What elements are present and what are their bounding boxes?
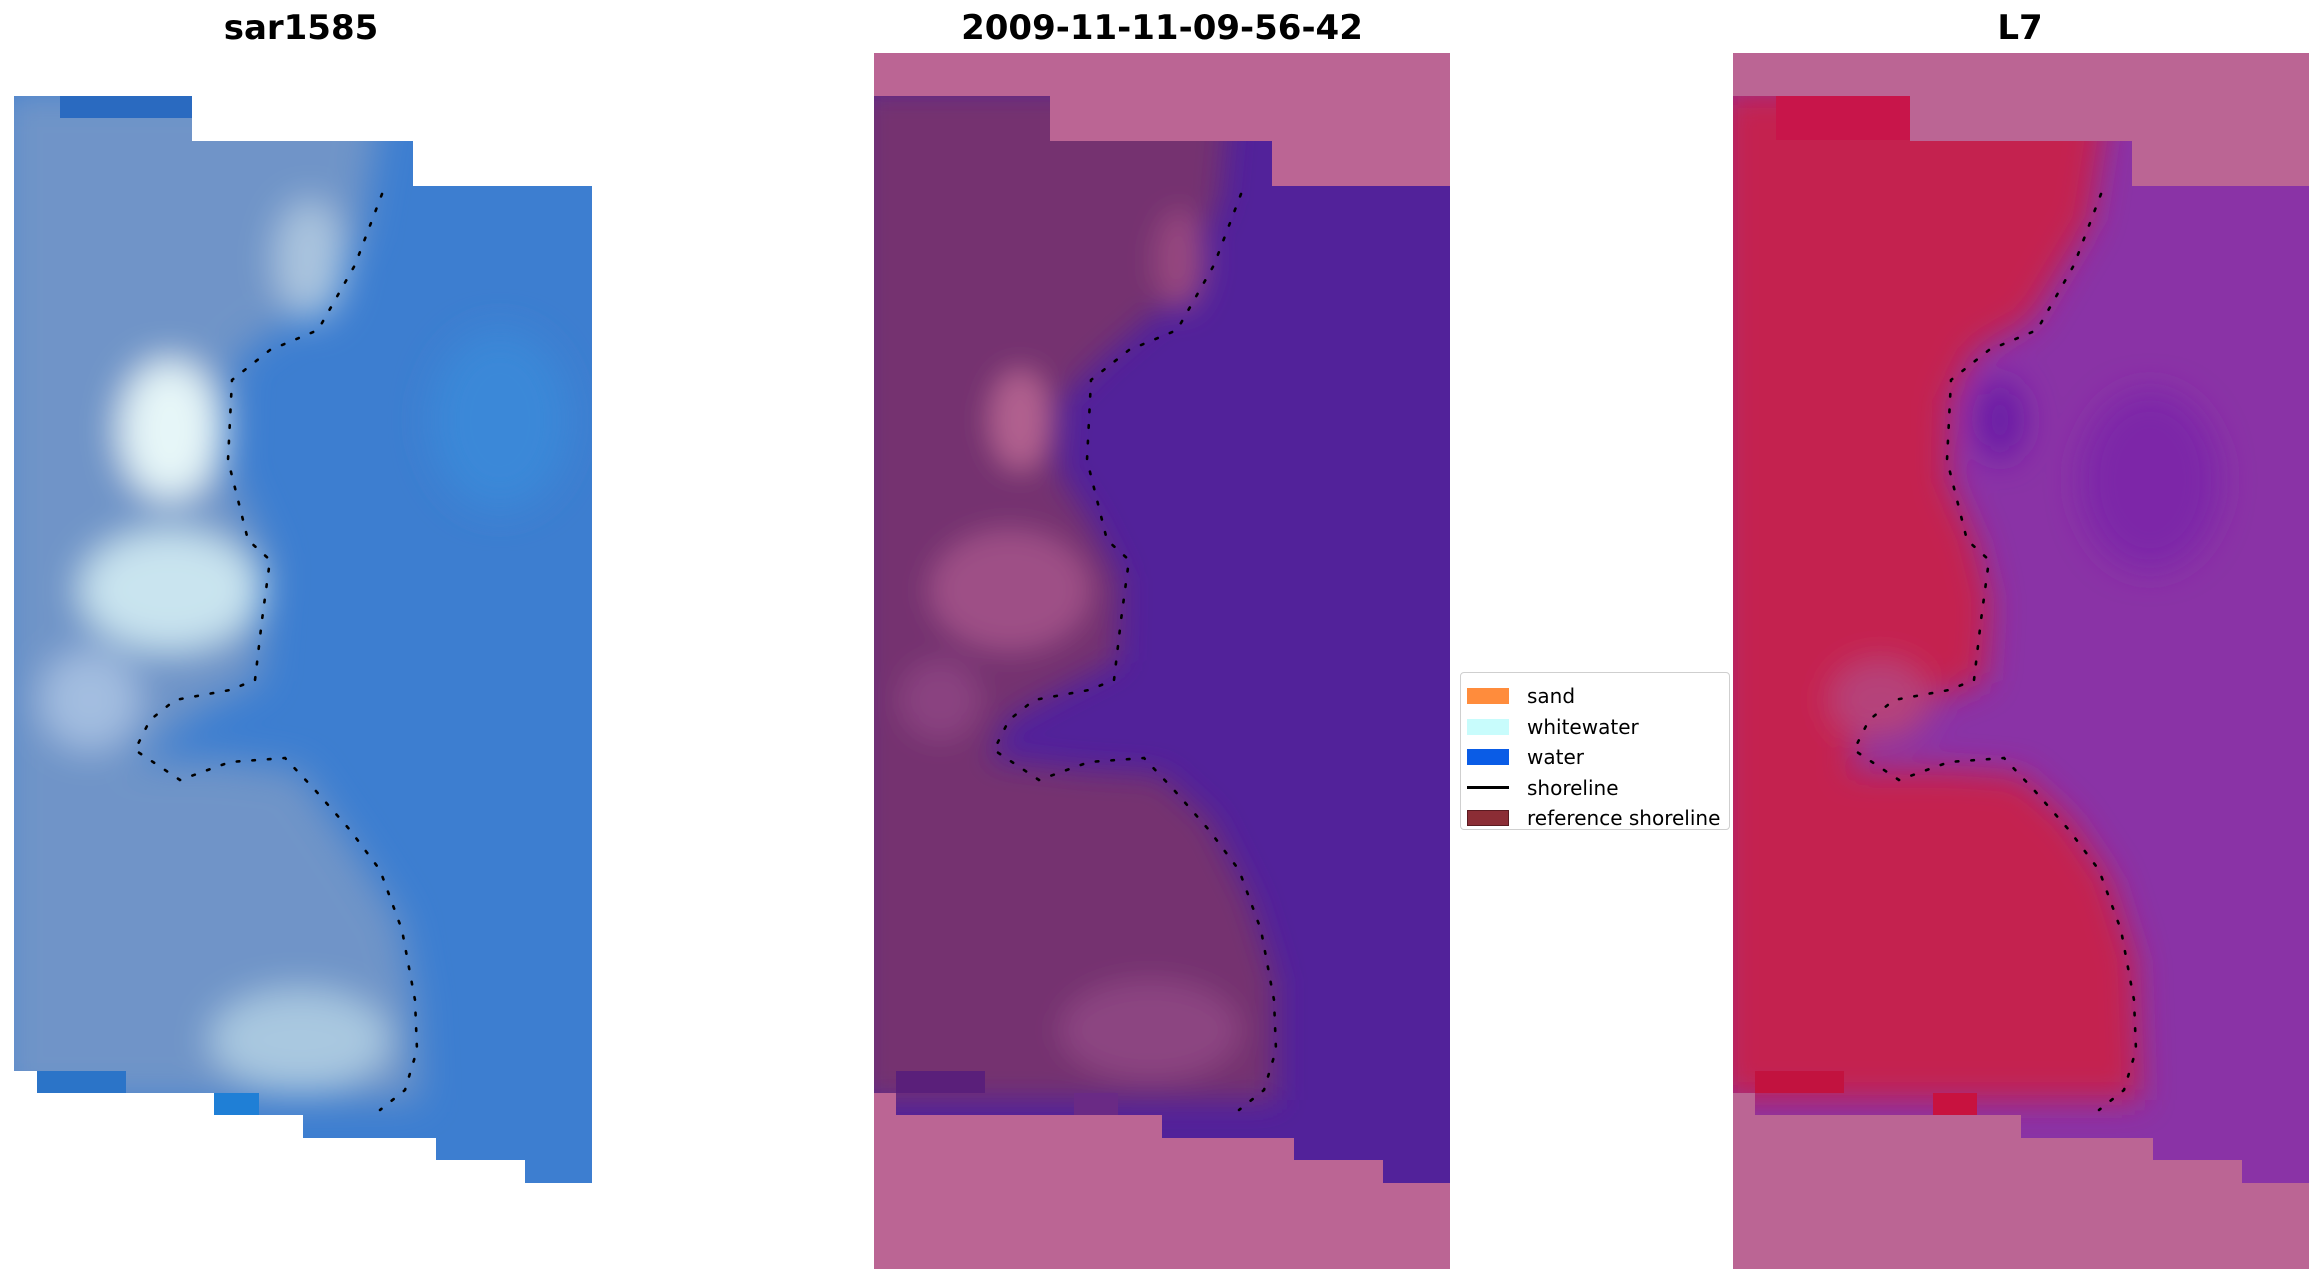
legend-item-whitewater: whitewater (1461, 712, 1729, 743)
rgb-shoreline (133, 192, 419, 1112)
panel-title-1: sar1585 (223, 8, 379, 48)
legend-swatch-sand (1467, 688, 1509, 705)
legend: sand whitewater water shoreline referenc… (1460, 672, 1730, 830)
legend-swatch-whitewater (1467, 718, 1509, 735)
legend-label: water (1527, 745, 1584, 770)
legend-label: sand (1527, 684, 1576, 709)
legend-line-shoreline (1467, 786, 1509, 790)
legend-swatch-reference-shoreline (1467, 810, 1509, 827)
classified-shoreline (992, 192, 1278, 1112)
legend-item-shoreline: shoreline (1461, 773, 1729, 804)
legend-label: reference shoreline (1527, 806, 1721, 831)
legend-item-sand: sand (1461, 681, 1729, 712)
rgb-edge-water-strip (60, 96, 192, 118)
legend-label: shoreline (1527, 775, 1619, 800)
mndwi-shoreline (1852, 192, 2138, 1112)
legend-item-water: water (1461, 742, 1729, 773)
panel-title-2: 2009-11-11-09-56-42 (961, 8, 1363, 48)
legend-swatch-water (1467, 749, 1509, 766)
panel-title-3: L7 (1997, 8, 2043, 48)
legend-label: whitewater (1527, 714, 1639, 739)
legend-item-reference-shoreline: reference shoreline (1461, 803, 1729, 834)
